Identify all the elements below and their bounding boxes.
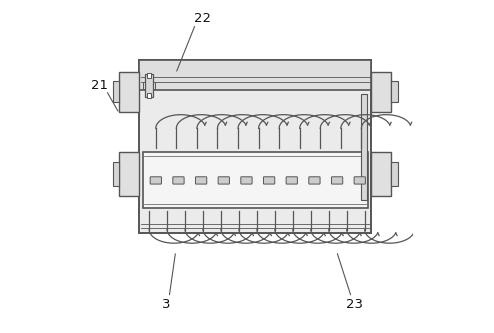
FancyBboxPatch shape — [354, 177, 366, 184]
Bar — [147, 93, 151, 98]
Text: 21: 21 — [91, 79, 108, 92]
FancyBboxPatch shape — [263, 177, 275, 184]
Bar — [120, 72, 139, 112]
Bar — [139, 60, 371, 90]
Text: 22: 22 — [194, 12, 211, 25]
Bar — [139, 60, 371, 233]
Bar — [391, 162, 398, 186]
Bar — [113, 81, 120, 102]
FancyBboxPatch shape — [218, 177, 229, 184]
FancyBboxPatch shape — [150, 177, 162, 184]
Bar — [362, 94, 367, 200]
FancyBboxPatch shape — [286, 177, 297, 184]
FancyBboxPatch shape — [173, 177, 184, 184]
FancyBboxPatch shape — [196, 177, 207, 184]
Bar — [391, 81, 398, 102]
Bar — [143, 82, 145, 89]
Bar — [147, 73, 151, 78]
Text: 23: 23 — [346, 298, 363, 311]
Bar — [143, 152, 368, 208]
Bar — [145, 74, 153, 97]
FancyBboxPatch shape — [331, 177, 343, 184]
FancyBboxPatch shape — [309, 177, 320, 184]
Text: 3: 3 — [162, 298, 170, 311]
Bar — [113, 162, 120, 186]
Bar — [120, 152, 139, 196]
FancyBboxPatch shape — [241, 177, 252, 184]
Bar — [371, 72, 391, 112]
Bar — [153, 82, 155, 89]
Bar — [371, 152, 391, 196]
